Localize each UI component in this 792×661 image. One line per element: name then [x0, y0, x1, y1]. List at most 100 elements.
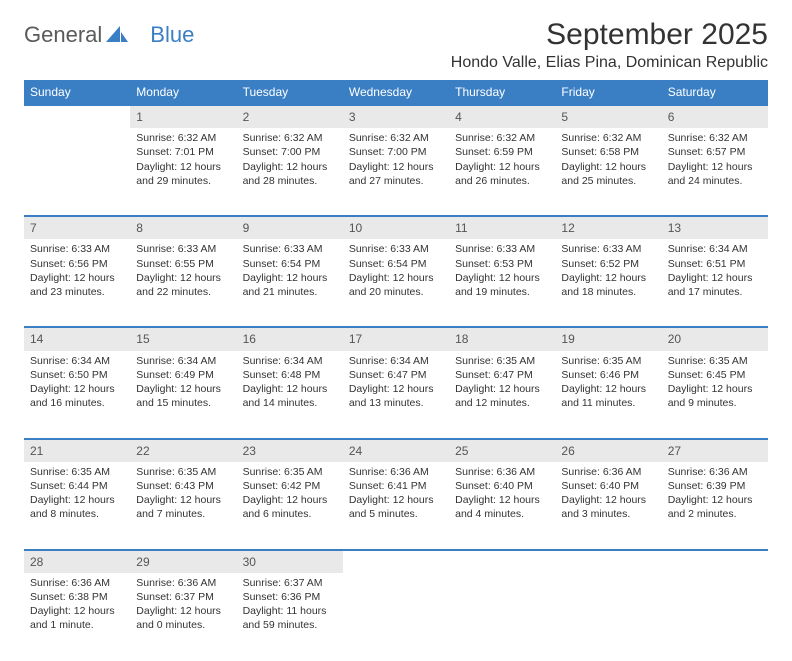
calendar-header: SundayMondayTuesdayWednesdayThursdayFrid…	[24, 80, 768, 105]
daylight-text: Daylight: 12 hours and 29 minutes.	[136, 160, 230, 188]
sunset-text: Sunset: 6:50 PM	[30, 368, 124, 382]
day-number: 29	[130, 550, 236, 573]
sunrise-text: Sunrise: 6:36 AM	[455, 465, 549, 479]
sunrise-text: Sunrise: 6:33 AM	[455, 242, 549, 256]
day-cell: Sunrise: 6:35 AMSunset: 6:43 PMDaylight:…	[130, 462, 236, 550]
day-number-empty	[24, 105, 130, 128]
day-cell: Sunrise: 6:34 AMSunset: 6:51 PMDaylight:…	[662, 239, 768, 327]
day-number: 26	[555, 439, 661, 462]
daylight-text: Daylight: 12 hours and 23 minutes.	[30, 271, 124, 299]
sunrise-text: Sunrise: 6:34 AM	[136, 354, 230, 368]
daylight-text: Daylight: 12 hours and 28 minutes.	[243, 160, 337, 188]
sunrise-text: Sunrise: 6:36 AM	[561, 465, 655, 479]
sunrise-text: Sunrise: 6:34 AM	[243, 354, 337, 368]
sunrise-text: Sunrise: 6:35 AM	[455, 354, 549, 368]
sunrise-text: Sunrise: 6:33 AM	[243, 242, 337, 256]
day-cell: Sunrise: 6:36 AMSunset: 6:41 PMDaylight:…	[343, 462, 449, 550]
day-number: 5	[555, 105, 661, 128]
weekday-header: Saturday	[662, 80, 768, 105]
calendar-table: SundayMondayTuesdayWednesdayThursdayFrid…	[24, 80, 768, 661]
daylight-text: Daylight: 12 hours and 13 minutes.	[349, 382, 443, 410]
sunset-text: Sunset: 6:51 PM	[668, 257, 762, 271]
logo-sail-icon	[106, 22, 128, 48]
sunrise-text: Sunrise: 6:37 AM	[243, 576, 337, 590]
sunset-text: Sunset: 6:39 PM	[668, 479, 762, 493]
day-cell: Sunrise: 6:32 AMSunset: 7:00 PMDaylight:…	[237, 128, 343, 216]
weekday-header: Tuesday	[237, 80, 343, 105]
day-cell: Sunrise: 6:32 AMSunset: 7:00 PMDaylight:…	[343, 128, 449, 216]
day-number: 20	[662, 327, 768, 350]
day-number: 19	[555, 327, 661, 350]
sunset-text: Sunset: 6:41 PM	[349, 479, 443, 493]
daylight-text: Daylight: 12 hours and 1 minute.	[30, 604, 124, 632]
day-cell: Sunrise: 6:32 AMSunset: 7:01 PMDaylight:…	[130, 128, 236, 216]
day-number: 24	[343, 439, 449, 462]
daylight-text: Daylight: 12 hours and 21 minutes.	[243, 271, 337, 299]
day-cell: Sunrise: 6:36 AMSunset: 6:40 PMDaylight:…	[555, 462, 661, 550]
day-cell: Sunrise: 6:34 AMSunset: 6:49 PMDaylight:…	[130, 351, 236, 439]
day-cell: Sunrise: 6:35 AMSunset: 6:44 PMDaylight:…	[24, 462, 130, 550]
sunset-text: Sunset: 6:44 PM	[30, 479, 124, 493]
sunset-text: Sunset: 6:55 PM	[136, 257, 230, 271]
sunset-text: Sunset: 6:56 PM	[30, 257, 124, 271]
sunrise-text: Sunrise: 6:36 AM	[668, 465, 762, 479]
daylight-text: Daylight: 12 hours and 18 minutes.	[561, 271, 655, 299]
daylight-text: Daylight: 12 hours and 19 minutes.	[455, 271, 549, 299]
sunrise-text: Sunrise: 6:36 AM	[136, 576, 230, 590]
weekday-header: Wednesday	[343, 80, 449, 105]
day-number: 1	[130, 105, 236, 128]
sunrise-text: Sunrise: 6:32 AM	[243, 131, 337, 145]
sunrise-text: Sunrise: 6:33 AM	[136, 242, 230, 256]
daylight-text: Daylight: 11 hours and 59 minutes.	[243, 604, 337, 632]
daylight-text: Daylight: 12 hours and 25 minutes.	[561, 160, 655, 188]
sunset-text: Sunset: 7:00 PM	[243, 145, 337, 159]
day-number: 23	[237, 439, 343, 462]
day-cell: Sunrise: 6:35 AMSunset: 6:42 PMDaylight:…	[237, 462, 343, 550]
sunrise-text: Sunrise: 6:35 AM	[136, 465, 230, 479]
day-number: 14	[24, 327, 130, 350]
day-cell: Sunrise: 6:37 AMSunset: 6:36 PMDaylight:…	[237, 573, 343, 661]
daylight-text: Daylight: 12 hours and 3 minutes.	[561, 493, 655, 521]
daylight-text: Daylight: 12 hours and 11 minutes.	[561, 382, 655, 410]
day-number: 11	[449, 216, 555, 239]
sunrise-text: Sunrise: 6:34 AM	[30, 354, 124, 368]
daylight-text: Daylight: 12 hours and 17 minutes.	[668, 271, 762, 299]
sunrise-text: Sunrise: 6:35 AM	[30, 465, 124, 479]
day-number: 12	[555, 216, 661, 239]
day-number-empty	[555, 550, 661, 573]
weekday-header: Monday	[130, 80, 236, 105]
sunset-text: Sunset: 6:54 PM	[349, 257, 443, 271]
sunset-text: Sunset: 6:38 PM	[30, 590, 124, 604]
sunrise-text: Sunrise: 6:32 AM	[455, 131, 549, 145]
sunset-text: Sunset: 6:59 PM	[455, 145, 549, 159]
weekday-header: Sunday	[24, 80, 130, 105]
day-number: 6	[662, 105, 768, 128]
sunrise-text: Sunrise: 6:34 AM	[349, 354, 443, 368]
day-cell-empty	[449, 573, 555, 661]
title-block: September 2025 Hondo Valle, Elias Pina, …	[451, 18, 768, 72]
daylight-text: Daylight: 12 hours and 15 minutes.	[136, 382, 230, 410]
daylight-text: Daylight: 12 hours and 0 minutes.	[136, 604, 230, 632]
day-number: 3	[343, 105, 449, 128]
day-cell: Sunrise: 6:36 AMSunset: 6:38 PMDaylight:…	[24, 573, 130, 661]
sunset-text: Sunset: 6:37 PM	[136, 590, 230, 604]
sunrise-text: Sunrise: 6:36 AM	[349, 465, 443, 479]
day-number: 17	[343, 327, 449, 350]
sunrise-text: Sunrise: 6:35 AM	[561, 354, 655, 368]
day-number: 27	[662, 439, 768, 462]
day-number: 15	[130, 327, 236, 350]
sunset-text: Sunset: 6:57 PM	[668, 145, 762, 159]
daylight-text: Daylight: 12 hours and 4 minutes.	[455, 493, 549, 521]
sunset-text: Sunset: 6:40 PM	[561, 479, 655, 493]
sunset-text: Sunset: 6:47 PM	[455, 368, 549, 382]
location-text: Hondo Valle, Elias Pina, Dominican Repub…	[451, 54, 768, 72]
daylight-text: Daylight: 12 hours and 8 minutes.	[30, 493, 124, 521]
daylight-text: Daylight: 12 hours and 16 minutes.	[30, 382, 124, 410]
day-number: 21	[24, 439, 130, 462]
day-cell: Sunrise: 6:36 AMSunset: 6:40 PMDaylight:…	[449, 462, 555, 550]
day-cell-empty	[343, 573, 449, 661]
day-cell: Sunrise: 6:34 AMSunset: 6:48 PMDaylight:…	[237, 351, 343, 439]
daylight-text: Daylight: 12 hours and 6 minutes.	[243, 493, 337, 521]
day-number: 25	[449, 439, 555, 462]
sunset-text: Sunset: 7:00 PM	[349, 145, 443, 159]
